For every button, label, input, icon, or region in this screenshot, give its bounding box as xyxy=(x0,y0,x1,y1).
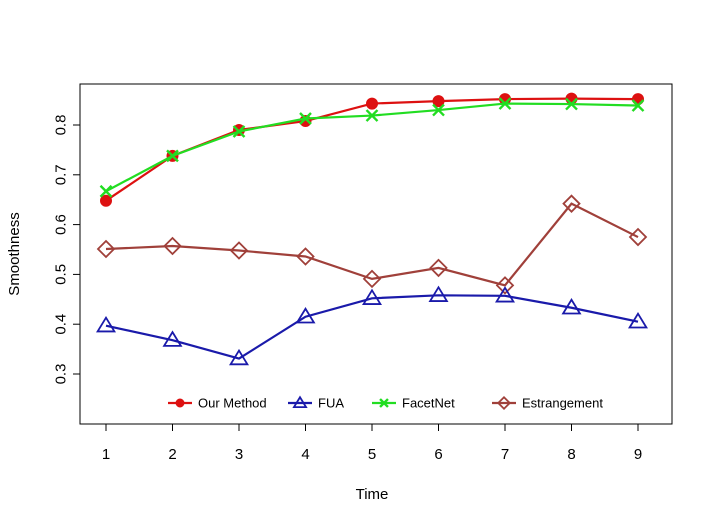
y-tick-label: 0.7 xyxy=(52,164,69,185)
legend-marker xyxy=(175,398,185,408)
x-tick-label: 5 xyxy=(368,446,376,463)
data-point-facetnet xyxy=(166,149,179,163)
legend-label: Estrangement xyxy=(522,396,603,411)
data-point-estrangement xyxy=(429,258,448,278)
legend-marker xyxy=(292,395,308,409)
data-point-our-method xyxy=(366,97,378,110)
legend-marker xyxy=(379,398,389,408)
x-tick-label: 9 xyxy=(634,446,642,463)
data-point-estrangement xyxy=(362,269,382,289)
data-point-facetnet xyxy=(631,99,645,112)
legend-item-fua: FUA xyxy=(288,395,344,411)
data-point-fua xyxy=(361,288,383,305)
y-tick-label: 0.5 xyxy=(52,264,69,285)
data-point-our-method xyxy=(432,95,445,108)
data-point-facetnet xyxy=(365,109,379,122)
y-tick-label: 0.4 xyxy=(52,314,69,335)
data-point-fua xyxy=(95,315,117,333)
x-tick-label: 8 xyxy=(567,446,575,463)
legend: Our Method FUA FacetNet Estrangement xyxy=(168,395,603,411)
data-point-estrangement xyxy=(562,194,581,213)
series-estrangement xyxy=(96,194,648,295)
data-point-facetnet xyxy=(299,112,312,125)
series-our-method xyxy=(100,92,644,207)
legend-marker xyxy=(496,395,512,411)
x-tick-label: 7 xyxy=(501,446,509,463)
series-fua xyxy=(95,285,649,366)
legend-item-our-method: Our Method xyxy=(168,396,267,411)
data-point-facetnet xyxy=(498,97,512,110)
data-point-fua xyxy=(295,307,316,324)
data-point-fua xyxy=(494,286,516,303)
data-point-estrangement xyxy=(163,236,182,256)
data-point-facetnet xyxy=(565,97,578,111)
x-tick-label: 1 xyxy=(102,446,110,463)
legend-item-facetnet: FacetNet xyxy=(372,396,455,411)
series-layer xyxy=(95,92,649,366)
data-point-facetnet xyxy=(232,125,246,138)
data-point-facetnet xyxy=(99,184,113,198)
x-tick-label: 6 xyxy=(434,446,442,463)
data-point-fua xyxy=(162,330,183,347)
legend-label: FacetNet xyxy=(402,396,455,411)
y-tick-label: 0.6 xyxy=(52,214,69,235)
legend-label: FUA xyxy=(318,396,344,411)
data-point-fua xyxy=(627,311,649,329)
data-point-estrangement xyxy=(296,247,315,266)
x-tick-label: 2 xyxy=(168,446,176,463)
data-point-fua xyxy=(561,298,582,315)
x-tick-label: 3 xyxy=(235,446,243,463)
data-point-facetnet xyxy=(432,103,445,117)
data-point-estrangement xyxy=(229,241,249,260)
series-facetnet xyxy=(99,97,645,198)
data-point-estrangement xyxy=(96,239,116,259)
y-tick-label: 0.3 xyxy=(52,364,69,385)
x-tick-label: 4 xyxy=(301,446,309,463)
data-point-fua xyxy=(228,348,250,366)
data-point-fua xyxy=(428,285,449,302)
data-point-estrangement xyxy=(495,276,515,295)
y-axis: 0.3 0.4 0.5 0.6 0.7 0.8 xyxy=(52,115,81,385)
legend-item-estrangement: Estrangement xyxy=(492,396,603,411)
series-line-fua xyxy=(105,294,639,360)
y-axis-title: Smoothness xyxy=(6,212,23,295)
series-line-estrangement xyxy=(105,202,639,287)
legend-label: Our Method xyxy=(198,396,267,411)
plot-frame xyxy=(79,83,673,425)
x-axis-title: Time xyxy=(356,486,389,503)
data-point-our-method xyxy=(100,194,112,207)
x-axis: 1 2 3 4 5 6 7 8 9 xyxy=(102,423,642,463)
data-point-estrangement xyxy=(628,227,648,247)
y-tick-label: 0.8 xyxy=(52,115,69,136)
